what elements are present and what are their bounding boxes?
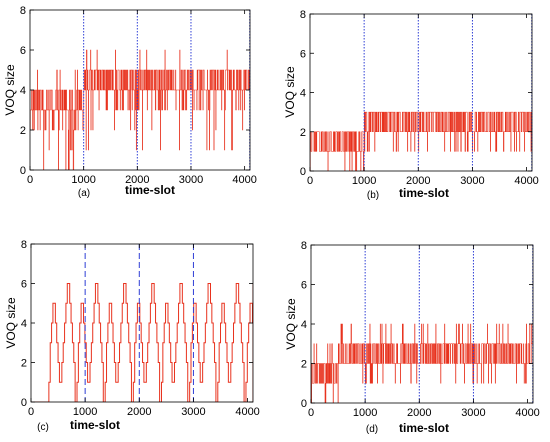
x-axis-label-b: time-slot bbox=[399, 186, 449, 200]
y-tick-label-d-1: 2 bbox=[301, 359, 307, 371]
y-tick-label-a-1: 2 bbox=[20, 125, 26, 137]
y-tick-label-b-3: 6 bbox=[300, 48, 306, 60]
y-tick-label-b-2: 4 bbox=[300, 88, 306, 100]
y-tick-label-d-4: 8 bbox=[301, 240, 307, 252]
x-tick-label-c-1: 1000 bbox=[73, 406, 97, 418]
panel-a: 0 1000 2000 3000 4000 0 2 4 6 8 VOQ size (a) time-sl… bbox=[3, 5, 257, 199]
y-tick-label-c-0: 0 bbox=[21, 397, 27, 409]
x-tick-label-d-2: 2000 bbox=[407, 407, 431, 419]
x-tick-label-c-3: 3000 bbox=[181, 406, 205, 418]
y-tick-label-c-3: 6 bbox=[21, 279, 27, 291]
x-tick-label-a-1: 1000 bbox=[71, 174, 95, 186]
y-tick-label-a-2: 4 bbox=[20, 85, 26, 97]
x-axis-label-d: time-slot bbox=[399, 421, 449, 435]
x-tick-label-d-0: 0 bbox=[308, 407, 314, 419]
y-tick-label-c-4: 8 bbox=[21, 239, 27, 251]
y-tick-label-c-1: 2 bbox=[21, 358, 27, 370]
series-line-b bbox=[310, 111, 532, 171]
x-tick-label-b-1: 1000 bbox=[352, 175, 376, 187]
x-tick-label-c-0: 0 bbox=[28, 406, 34, 418]
y-axis-label-b: VOQ size bbox=[283, 66, 297, 118]
x-tick-label-a-3: 3000 bbox=[179, 174, 203, 186]
y-tick-label-d-2: 4 bbox=[301, 319, 307, 331]
y-axis-label-a: VOQ size bbox=[3, 64, 17, 116]
y-tick-label-a-3: 6 bbox=[20, 45, 26, 57]
series-line-c bbox=[31, 283, 253, 402]
x-tick-label-d-1: 1000 bbox=[353, 407, 377, 419]
x-tick-label-b-3: 3000 bbox=[460, 175, 484, 187]
y-axis-label-d: VOQ size bbox=[284, 298, 298, 350]
x-tick-label-c-2: 2000 bbox=[127, 406, 151, 418]
y-tick-label-d-3: 6 bbox=[301, 280, 307, 292]
x-tick-label-b-2: 2000 bbox=[406, 175, 430, 187]
x-tick-label-b-4: 4000 bbox=[514, 175, 538, 187]
series-line-a bbox=[30, 49, 250, 170]
y-tick-label-b-1: 2 bbox=[300, 127, 306, 139]
panel-caption-b: (b) bbox=[367, 190, 379, 201]
y-tick-label-b-0: 0 bbox=[300, 166, 306, 178]
y-axis-label-c: VOQ size bbox=[4, 297, 18, 349]
series-line-d bbox=[311, 323, 533, 403]
x-tick-label-d-4: 4000 bbox=[515, 407, 539, 419]
x-tick-label-c-4: 4000 bbox=[235, 406, 259, 418]
y-tick-label-b-4: 8 bbox=[300, 9, 306, 21]
x-tick-label-a-4: 4000 bbox=[232, 174, 256, 186]
x-axis-label-c: time-slot bbox=[70, 418, 120, 432]
y-tick-label-c-2: 4 bbox=[21, 318, 27, 330]
panel-d: 0 1000 2000 3000 4000 0 2 4 6 8 VOQ size (d) time-sl… bbox=[284, 240, 540, 435]
y-tick-label-a-4: 8 bbox=[20, 5, 26, 17]
x-tick-label-d-3: 3000 bbox=[461, 407, 485, 419]
x-tick-label-a-2: 2000 bbox=[125, 174, 149, 186]
panel-caption-a: (a) bbox=[78, 188, 90, 199]
panel-c: 0 1000 2000 3000 4000 0 2 4 6 8 VOQ size (c) time-sl… bbox=[4, 239, 260, 433]
x-axis-label-a: time-slot bbox=[125, 183, 175, 197]
y-tick-label-d-0: 0 bbox=[301, 398, 307, 410]
panel-b: 0 1000 2000 3000 4000 0 2 4 6 8 VOQ size (b) time-sl… bbox=[283, 9, 539, 201]
panel-caption-c: (c) bbox=[37, 422, 49, 433]
x-tick-label-a-0: 0 bbox=[27, 174, 33, 186]
y-tick-label-a-0: 0 bbox=[20, 165, 26, 177]
x-tick-label-b-0: 0 bbox=[307, 175, 313, 187]
panel-caption-d: (d) bbox=[366, 424, 378, 435]
